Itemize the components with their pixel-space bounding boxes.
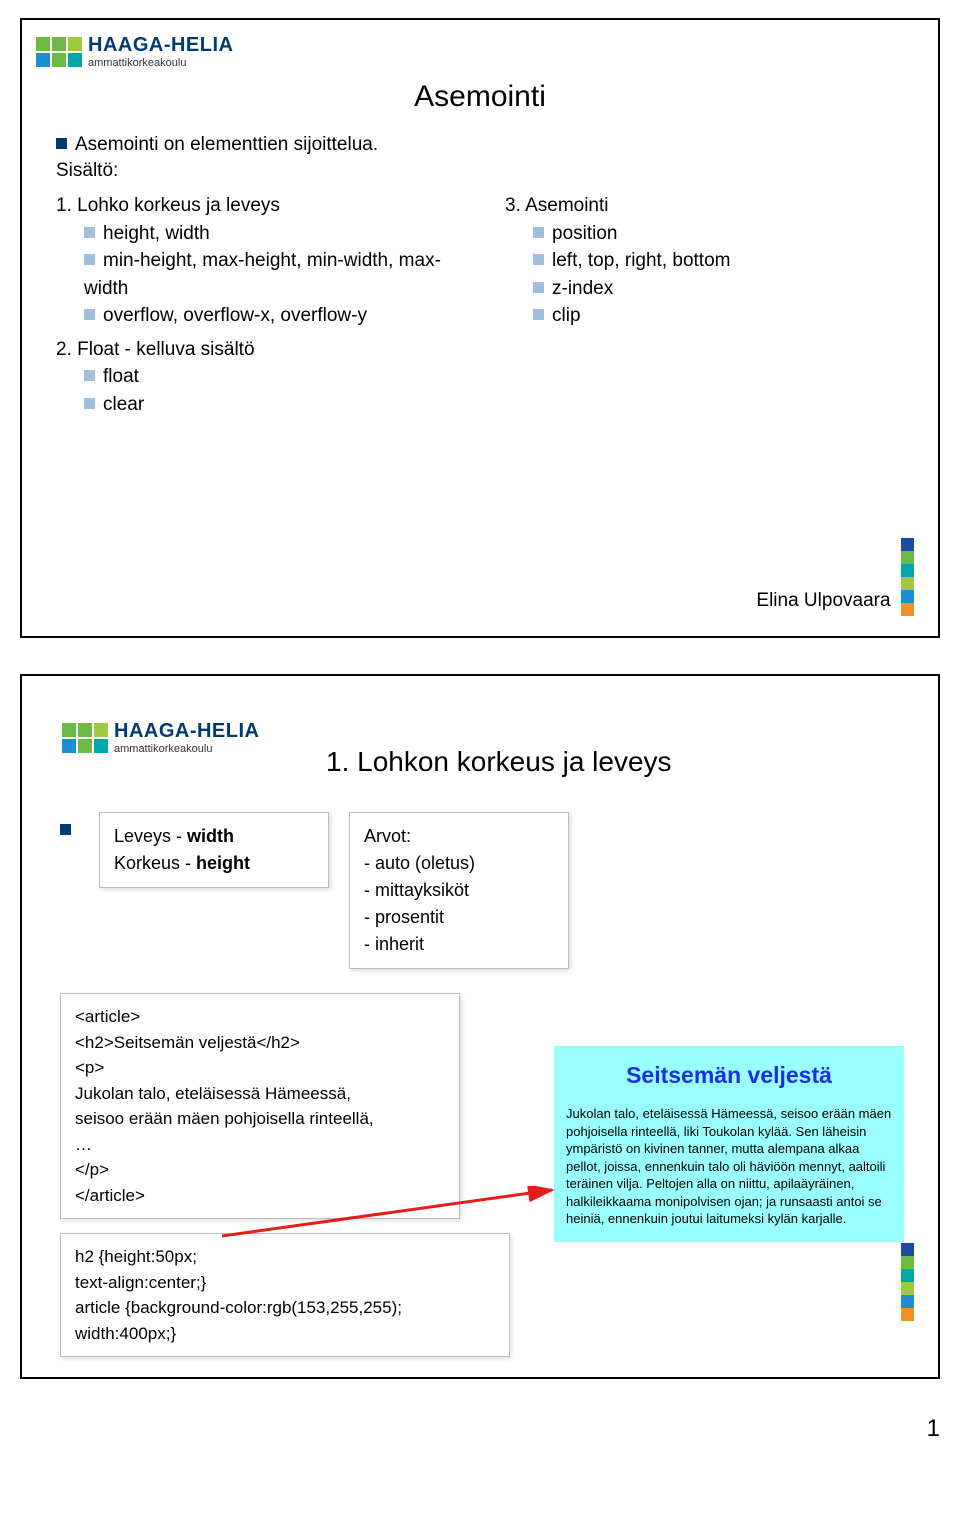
list-sub: min-height, max-height, min-width, max-w…	[84, 250, 441, 299]
def-line: Korkeus -	[114, 853, 196, 873]
slide1-title: Asemointi	[46, 80, 914, 114]
list-sub: position	[552, 223, 618, 244]
code-line: article {background-color:rgb(153,255,25…	[75, 1295, 495, 1321]
code-line: h2 {height:50px;	[75, 1244, 495, 1270]
logo-sub-text: ammattikorkeakoulu	[114, 743, 260, 755]
logo-box	[94, 739, 108, 753]
logo-box	[68, 53, 82, 67]
bullet-icon	[533, 282, 544, 293]
list-sub: height, width	[103, 223, 210, 244]
bullet-icon	[84, 309, 95, 320]
logo-boxes	[62, 723, 108, 753]
author-name: Elina Ulpovaara	[756, 590, 890, 612]
page-number: 1	[20, 1415, 940, 1443]
def-bold: height	[196, 853, 250, 873]
def-bold: width	[187, 826, 234, 846]
values-item: - auto (oletus)	[364, 850, 554, 877]
list-item: 3. Asemointi	[505, 192, 914, 220]
bullet-icon	[533, 254, 544, 265]
code-line: …	[75, 1132, 445, 1158]
color-dot	[901, 564, 914, 577]
list-sub: z-index	[552, 278, 613, 299]
color-dot	[901, 1256, 914, 1269]
values-item: - mittayksiköt	[364, 877, 554, 904]
slide-2: HAAGA-HELIA ammattikorkeakoulu 1. Lohkon…	[20, 674, 940, 1379]
logo-box	[94, 723, 108, 737]
logo-main-text: HAAGA-HELIA	[114, 720, 260, 743]
css-code-box: h2 {height:50px; text-align:center;} art…	[60, 1233, 510, 1357]
color-dot	[901, 1269, 914, 1282]
list-item: 2. Float - kelluva sisältö	[56, 336, 465, 364]
list-sub: clear	[103, 394, 144, 415]
code-line: <p>	[75, 1055, 445, 1081]
color-dot	[901, 538, 914, 551]
html-code-box: <article> <h2>Seitsemän veljestä</h2> <p…	[60, 993, 460, 1219]
logo-box	[62, 739, 76, 753]
logo: HAAGA-HELIA ammattikorkeakoulu	[36, 34, 234, 69]
right-column: 3. Asemointi position left, top, right, …	[505, 192, 914, 418]
example-heading: Seitsemän veljestä	[566, 1062, 892, 1089]
code-line: <article>	[75, 1004, 445, 1030]
logo-box	[68, 37, 82, 51]
bullet-icon	[533, 309, 544, 320]
logo-box	[52, 53, 66, 67]
bullet-icon	[533, 227, 544, 238]
sidebar-dots	[901, 1243, 914, 1321]
values-box: Arvot: - auto (oletus) - mittayksiköt - …	[349, 812, 569, 969]
code-line: seisoo erään mäen pohjoisella rinteellä,	[75, 1106, 445, 1132]
slide-1: HAAGA-HELIA ammattikorkeakoulu Asemointi…	[20, 18, 940, 638]
logo-box	[36, 53, 50, 67]
values-item: - inherit	[364, 931, 554, 958]
code-line: Jukolan talo, eteläisessä Hämeessä,	[75, 1081, 445, 1107]
code-line: text-align:center;}	[75, 1270, 495, 1296]
color-dot	[901, 577, 914, 590]
logo-main-text: HAAGA-HELIA	[88, 34, 234, 57]
values-heading: Arvot:	[364, 823, 554, 850]
intro-text: Asemointi on elementtien sijoittelua.	[75, 134, 378, 155]
color-dot	[901, 1295, 914, 1308]
bullet-icon	[84, 398, 95, 409]
list-sub: overflow, overflow-x, overflow-y	[103, 305, 367, 326]
color-dot	[901, 1282, 914, 1295]
slide2-title: 1. Lohkon korkeus ja leveys	[326, 746, 914, 778]
list-sub: float	[103, 366, 139, 387]
logo-sub-text: ammattikorkeakoulu	[88, 57, 234, 69]
color-dot	[901, 1243, 914, 1256]
bullet-icon	[84, 254, 95, 265]
logo-box	[62, 723, 76, 737]
color-dot	[901, 1308, 914, 1321]
example-body: Jukolan talo, eteläisessä Hämeessä, seis…	[566, 1105, 892, 1228]
bullet-icon	[84, 370, 95, 381]
sisalto-label: Sisältö:	[56, 160, 914, 182]
color-dot	[901, 590, 914, 603]
definition-box: Leveys - width Korkeus - height	[99, 812, 329, 888]
bullet-icon	[84, 227, 95, 238]
values-item: - prosentit	[364, 904, 554, 931]
logo-box	[36, 37, 50, 51]
code-line: </p>	[75, 1157, 445, 1183]
logo-box	[78, 723, 92, 737]
author-block: Elina Ulpovaara	[756, 538, 914, 616]
list-sub: left, top, right, bottom	[552, 250, 730, 271]
example-output-panel: Seitsemän veljestä Jukolan talo, eteläis…	[554, 1046, 904, 1242]
list-item: 1. Lohko korkeus ja leveys	[56, 192, 465, 220]
list-sub: clip	[552, 305, 581, 326]
logo: HAAGA-HELIA ammattikorkeakoulu	[62, 720, 260, 755]
code-line: </article>	[75, 1183, 445, 1209]
bullet-icon	[56, 138, 67, 149]
logo-boxes	[36, 37, 82, 67]
bullet-icon	[60, 824, 71, 835]
sidebar-dots	[901, 538, 914, 616]
code-line: width:400px;}	[75, 1321, 495, 1347]
def-line: Leveys -	[114, 826, 187, 846]
color-dot	[901, 603, 914, 616]
code-line: <h2>Seitsemän veljestä</h2>	[75, 1030, 445, 1056]
left-column: 1. Lohko korkeus ja leveys height, width…	[56, 192, 465, 418]
logo-box	[52, 37, 66, 51]
color-dot	[901, 551, 914, 564]
logo-box	[78, 739, 92, 753]
